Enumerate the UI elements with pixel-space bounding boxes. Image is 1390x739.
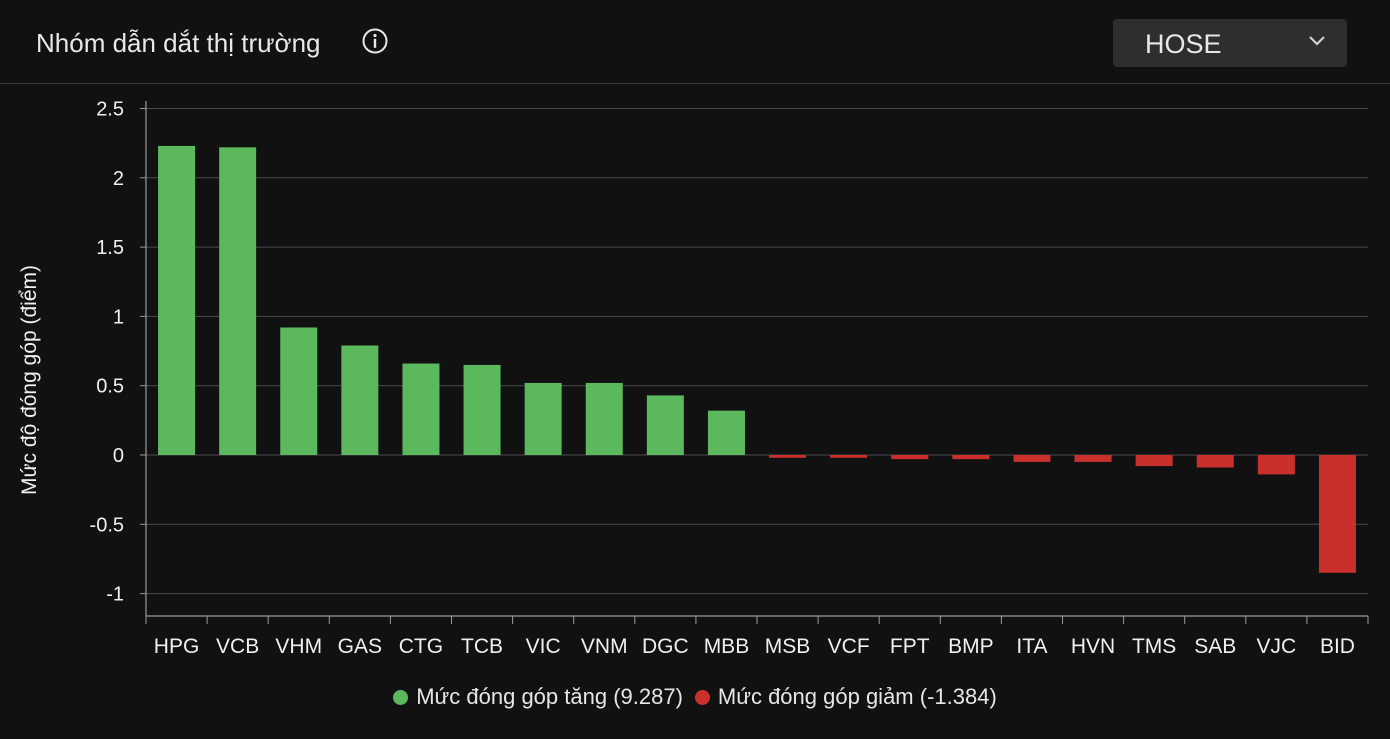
bar-ctg[interactable]	[402, 363, 440, 455]
x-tick-label: CTG	[399, 635, 443, 658]
y-axis-label: Mức độ đóng góp (điểm)	[18, 265, 41, 495]
x-tick-label: VCF	[828, 635, 870, 658]
bar-vcb[interactable]	[219, 147, 257, 456]
x-tick-labels: HPG VCB VHM GAS CTG TCB VIC VNM DGC MBB MSB VCF FPT B…	[145, 616, 1369, 658]
legend-item-positive[interactable]: Mức đóng góp tăng (9.287)	[393, 684, 683, 710]
exchange-select-value: HOSE	[1145, 29, 1222, 59]
x-tick-label: TMS	[1132, 635, 1176, 658]
bar-bid[interactable]	[1318, 455, 1356, 573]
x-tick-label: VIC	[526, 635, 561, 658]
info-circle-icon[interactable]	[362, 28, 388, 54]
bar-gas[interactable]	[341, 345, 379, 455]
y-tick-label: -0.5	[90, 514, 124, 536]
x-tick-label: VNM	[581, 635, 628, 658]
bar-msb[interactable]	[769, 455, 807, 458]
x-tick-label: TCB	[461, 635, 503, 658]
bar-chart: 2.5 2 1.5 1 0.5 0 -0.5 -1 HPG VCB VHM GAS CTG TCB VIC…	[18, 99, 1369, 658]
bar-ita[interactable]	[1013, 455, 1051, 462]
x-tick-label: VCB	[216, 635, 259, 658]
x-tick-label: DGC	[642, 635, 689, 658]
grid-lines	[146, 108, 1368, 595]
x-tick-label: MBB	[704, 635, 750, 658]
bar-hvn[interactable]	[1074, 455, 1112, 462]
bar-hpg[interactable]	[158, 145, 196, 455]
y-tick-label: 1.5	[96, 237, 124, 259]
x-tick-label: BID	[1320, 635, 1355, 658]
x-tick-label: HVN	[1071, 635, 1115, 658]
legend-dot-positive	[393, 689, 409, 705]
bar-tcb[interactable]	[463, 364, 501, 455]
x-tick-label: VJC	[1257, 635, 1297, 658]
x-tick-label: SAB	[1194, 635, 1236, 658]
legend: Mức đóng góp tăng (9.287) Mức đóng góp g…	[0, 684, 1390, 710]
bar-tms[interactable]	[1135, 455, 1173, 467]
legend-label-positive: Mức đóng góp tăng (9.287)	[416, 684, 683, 709]
bar-fpt[interactable]	[891, 455, 929, 460]
bar-vjc[interactable]	[1257, 455, 1295, 475]
x-tick-label: MSB	[765, 635, 811, 658]
x-tick-label: HPG	[154, 635, 200, 658]
chart-title: Nhóm dẫn dắt thị trường	[36, 28, 321, 58]
x-tick-label: ITA	[1016, 635, 1047, 658]
bar-bmp[interactable]	[952, 455, 990, 460]
bar-mbb[interactable]	[707, 410, 745, 455]
x-tick-label: BMP	[948, 635, 994, 658]
bar-vcf[interactable]	[830, 455, 868, 458]
y-tick-label: 2	[113, 168, 124, 190]
x-tick-label: VHM	[275, 635, 322, 658]
legend-dot-negative	[694, 689, 710, 705]
bar-vnm[interactable]	[585, 382, 623, 455]
y-tick-label: 2.5	[96, 99, 124, 121]
y-tick-label: 1	[113, 306, 124, 328]
y-tick-labels: 2.5 2 1.5 1 0.5 0 -0.5 -1	[90, 99, 146, 606]
y-tick-label: 0.5	[96, 376, 124, 398]
y-tick-label: 0	[113, 445, 124, 467]
bar-sab[interactable]	[1196, 455, 1234, 468]
bar-vhm[interactable]	[280, 327, 318, 455]
legend-label-negative: Mức đóng góp giảm (-1.384)	[717, 684, 997, 709]
chart-header: Nhóm dẫn dắt thị trường HOSE	[0, 0, 1390, 84]
y-tick-label: -1	[106, 584, 124, 606]
legend-item-negative[interactable]: Mức đóng góp giảm (-1.384)	[694, 684, 997, 710]
exchange-select[interactable]: HOSE	[1113, 19, 1347, 67]
bar-vic[interactable]	[524, 382, 562, 455]
bars	[158, 145, 1356, 573]
chevron-down-icon	[1309, 36, 1325, 46]
bar-dgc[interactable]	[646, 395, 684, 455]
x-tick-label: FPT	[890, 635, 930, 658]
x-tick-label: GAS	[338, 635, 382, 658]
